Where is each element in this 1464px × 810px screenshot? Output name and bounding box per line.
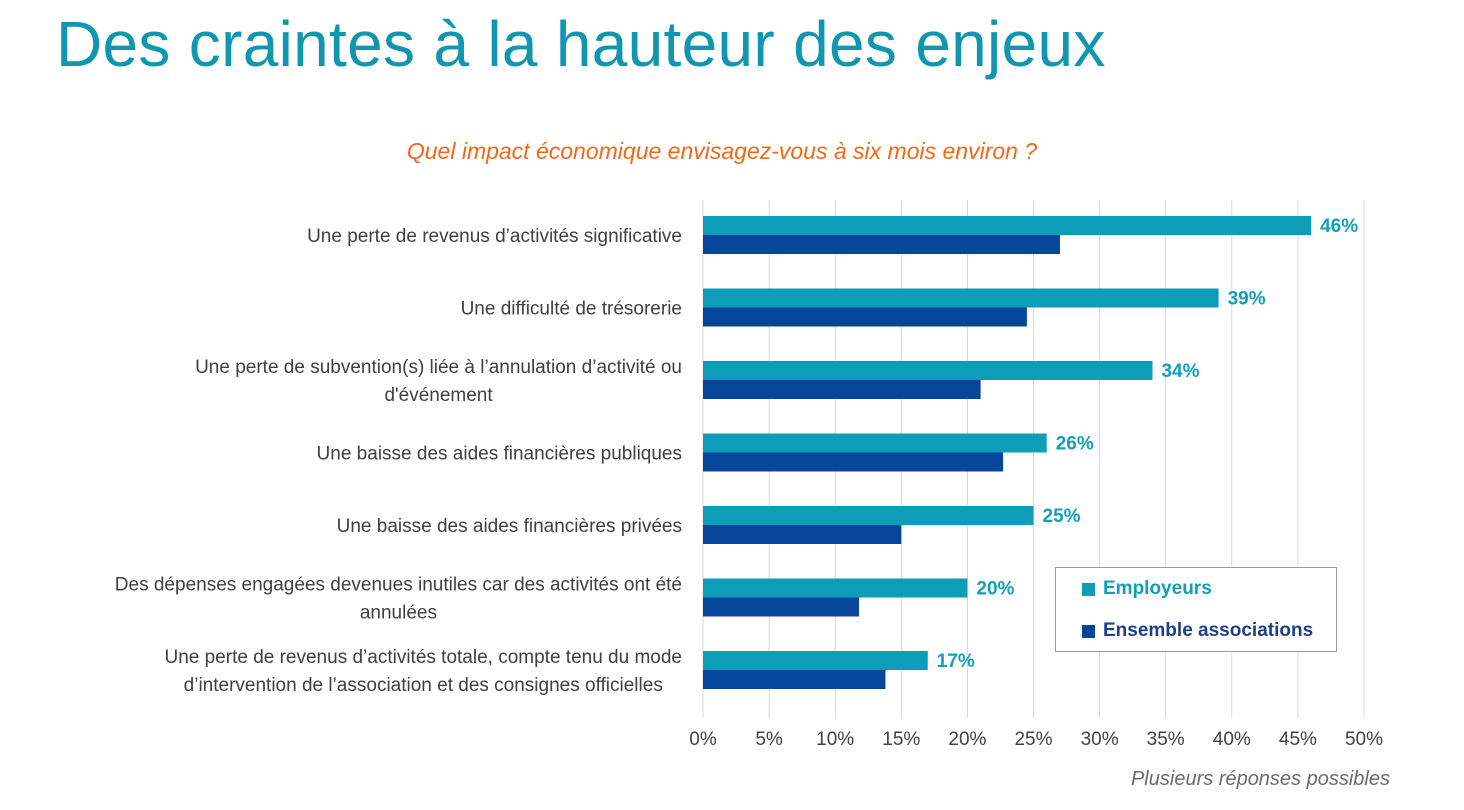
category-label-line: Des dépenses engagées devenues inutiles … <box>115 575 682 596</box>
bar-employeurs <box>703 433 1047 453</box>
bar-employeurs <box>703 651 928 670</box>
x-tick-label: 20% <box>948 729 986 750</box>
category-label: Une perte de subvention(s) liée à l’annu… <box>195 357 682 406</box>
legend-swatch-employeurs <box>1082 582 1095 596</box>
category-labels: Une perte de revenus d’activités signifi… <box>115 226 682 696</box>
x-tick-label: 25% <box>1014 729 1052 750</box>
bar-employeurs <box>703 288 1219 308</box>
category-label: Une perte de revenus d’activités totale,… <box>164 647 682 696</box>
category-label-line: d'événement <box>384 385 493 406</box>
bar-ensemble-associations <box>703 307 1027 327</box>
x-tick-label: 30% <box>1081 729 1119 750</box>
bar-employeurs <box>703 578 968 598</box>
category-label-line: Une perte de subvention(s) liée à l’annu… <box>195 357 682 378</box>
category-label-line: annulées <box>360 603 437 624</box>
legend-swatch-ensemble <box>1082 624 1095 638</box>
category-label-line: Une difficulté de trésorerie <box>461 299 682 320</box>
legend-item-ensemble: Ensemble associations <box>1082 620 1313 642</box>
bar-ensemble-associations <box>703 525 902 544</box>
bar-ensemble-associations <box>703 235 1060 254</box>
data-label: 46% <box>1320 216 1358 237</box>
bar-employeurs <box>703 506 1034 525</box>
category-label-line: Une baisse des aides financières privées <box>337 516 682 537</box>
data-label: 26% <box>1056 434 1094 455</box>
category-label-line: Une baisse des aides financières publiqu… <box>317 444 682 465</box>
category-label: Des dépenses engagées devenues inutiles … <box>115 575 682 624</box>
data-label: 34% <box>1161 361 1199 382</box>
x-tick-label: 10% <box>816 729 854 750</box>
bar-ensemble-associations <box>703 597 859 617</box>
footnote: Plusieurs réponses possibles <box>1130 768 1390 790</box>
category-label-line: Une perte de revenus d’activités totale,… <box>164 647 682 668</box>
bar-employeurs <box>703 361 1153 380</box>
x-tick-label: 0% <box>689 729 717 750</box>
category-label: Une baisse des aides financières publiqu… <box>317 444 682 465</box>
bars <box>703 216 1312 689</box>
bar-ensemble-associations <box>703 380 981 399</box>
chart-title: Quel impact économique envisagez-vous à … <box>406 138 1038 164</box>
x-tick-label: 40% <box>1213 729 1251 750</box>
x-tick-label: 50% <box>1345 729 1383 750</box>
x-axis-tick-labels: 0% 5% 10% 15% 20% 25% 30% 35% 40% 45% 50% <box>689 729 1383 750</box>
data-label: 17% <box>937 651 975 672</box>
x-tick-label: 45% <box>1279 729 1317 750</box>
category-label: Une perte de revenus d’activités signifi… <box>307 226 682 247</box>
legend-label-ensemble: Ensemble associations <box>1103 620 1314 641</box>
page-title: Des craintes à la hauteur des enjeux <box>56 8 1106 80</box>
x-tick-label: 35% <box>1147 729 1185 750</box>
bar-ensemble-associations <box>703 452 1004 472</box>
category-label-line: d’intervention de l’association et des c… <box>184 675 663 696</box>
data-label: 20% <box>976 579 1014 600</box>
category-label: Une baisse des aides financières privées <box>337 516 682 537</box>
legend-item-employeurs: Employeurs <box>1082 578 1212 600</box>
bar-ensemble-associations <box>703 670 886 689</box>
data-label: 39% <box>1228 289 1266 310</box>
category-label: Une difficulté de trésorerie <box>461 299 682 320</box>
data-label: 25% <box>1043 506 1081 527</box>
category-label-line: Une perte de revenus d’activités signifi… <box>307 226 682 247</box>
x-tick-label: 15% <box>882 729 920 750</box>
legend-label-employeurs: Employeurs <box>1103 578 1212 599</box>
data-labels: 46% 39% 34% 26% 25% 20% 17% <box>937 216 1359 672</box>
legend: Employeurs Ensemble associations <box>1055 567 1337 652</box>
bar-employeurs <box>703 216 1312 235</box>
x-tick-label: 5% <box>755 729 783 750</box>
